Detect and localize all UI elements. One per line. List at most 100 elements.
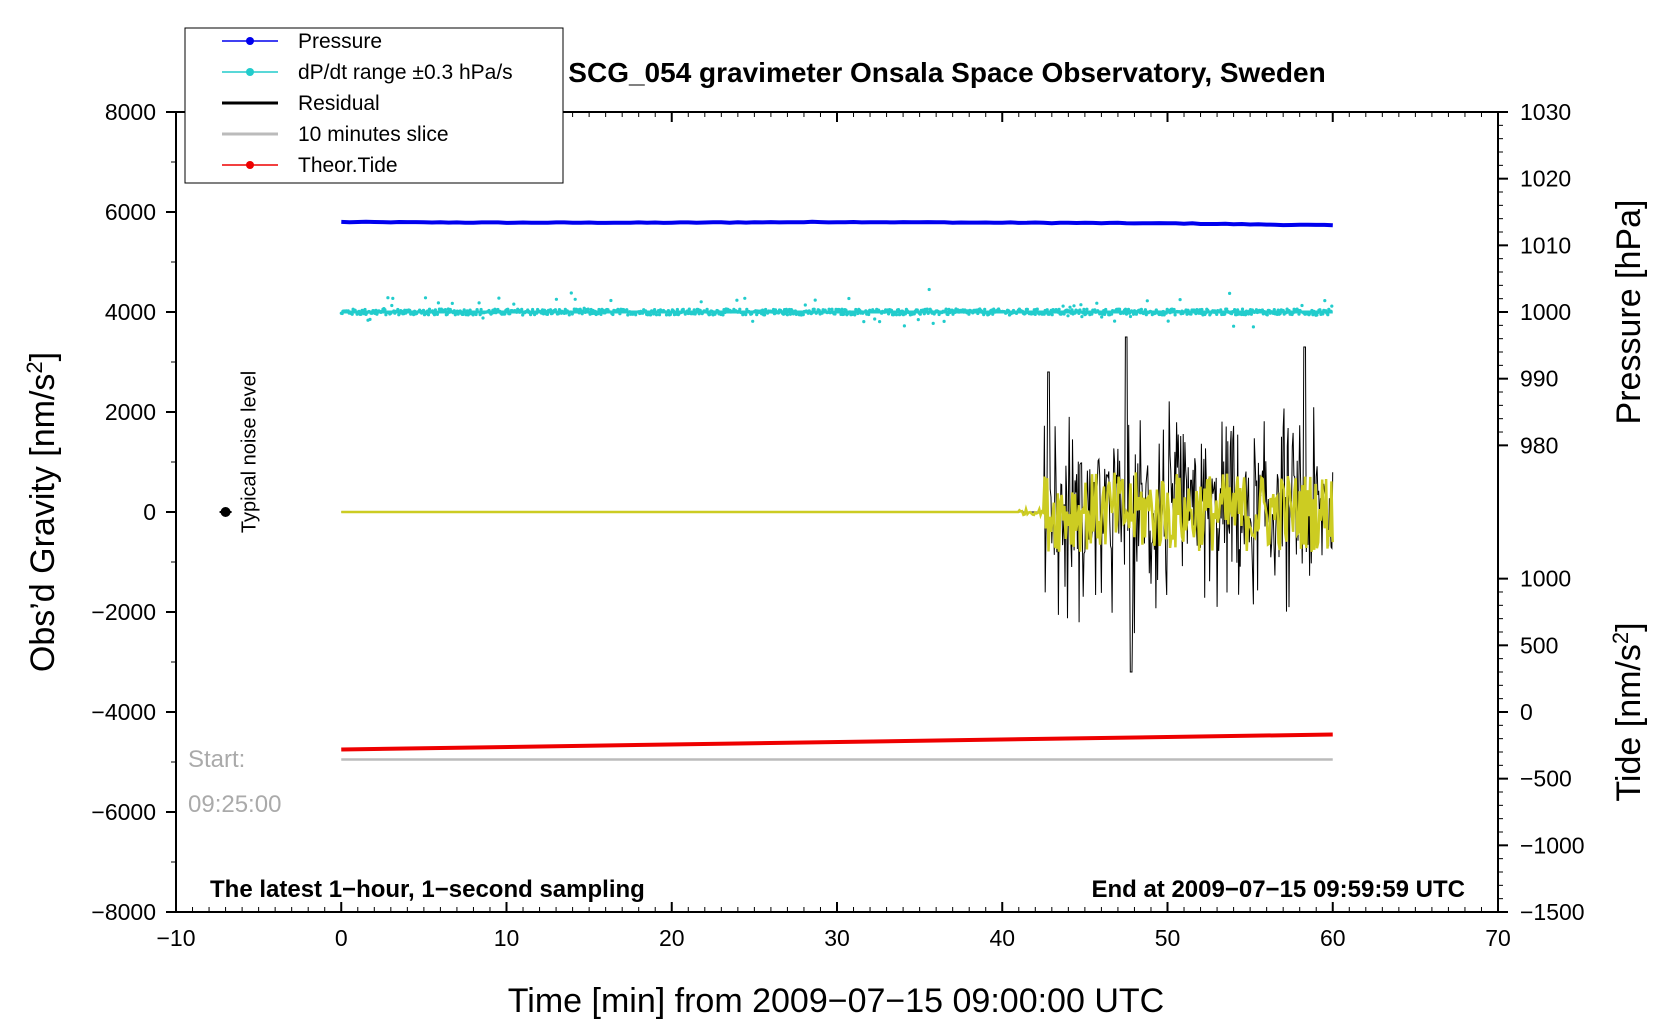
pressure-tick-label: 990 [1520,366,1558,392]
dpdt-point [368,317,372,321]
dpdt-point [705,307,709,311]
dpdt-point [878,320,882,324]
y-left-tick-label: 0 [143,499,156,525]
dpdt-point [599,312,603,316]
dpdt-point [853,313,857,317]
dpdt-point [925,307,929,311]
dpdt-point [1144,313,1148,317]
x-axis-title: Time [min] from 2009−07−15 09:00:00 UTC [508,982,1164,1020]
dpdt-point [1326,313,1330,317]
dpdt-point [653,308,657,312]
dpdt-point [1103,312,1107,316]
dpdt-point [512,302,516,306]
dpdt-point [1066,314,1070,318]
dpdt-point [983,307,987,311]
dpdt-point [902,324,907,328]
y-axis-left-title-close: ] [24,352,62,361]
dpdt-point [699,300,703,304]
dpdt-point [1272,308,1276,312]
dpdt-point [763,313,767,317]
start-time: 09:25:00 [188,791,281,818]
dpdt-point [813,298,817,302]
legend-label: dP/dt range ±0.3 hPa/s [298,61,513,84]
dpdt-point [1215,312,1219,316]
y-axis-pressure: 1030 1020 1010 1000 990 980 [1498,99,1571,458]
dpdt-point [396,307,400,312]
y-axis-left-title-main: Obs’d Gravity [nm/s [24,374,62,673]
y-axis-left: 8000 6000 4000 2000 0 −2000 −4000 −6000 −8000 [91,99,176,925]
y-axis-tide-title-close: ] [1610,622,1648,631]
y-left-tick-label: 8000 [105,99,156,125]
tide-tick-label: 0 [1520,699,1533,725]
dpdt-point [1315,313,1319,317]
dpdt-point [626,313,630,317]
annotation-sampling: The latest 1−hour, 1−second sampling [210,876,645,903]
dpdt-point [1240,307,1245,311]
dpdt-point [1251,325,1255,329]
y-axis-tide: 1000 500 0 −500 −1000 −1500 [1498,566,1585,925]
dpdt-point [567,313,571,317]
legend-box [184,27,564,184]
dpdt-point [1126,307,1131,311]
dpdt-point [764,307,768,312]
dpdt-point [1173,313,1177,317]
dpdt-point [862,320,866,324]
x-tick-label: 0 [335,925,348,951]
dpdt-point [390,303,394,308]
dpdt-point [867,312,871,317]
legend-label: 10 minutes slice [298,123,449,146]
x-tick-label: 10 [494,925,520,951]
legend-marker [246,37,254,45]
dpdt-point [496,307,500,312]
dpdt-point [744,313,748,317]
dpdt-point [423,296,428,300]
x-tick-label: 70 [1485,925,1511,951]
y-left-tick-label: −6000 [91,799,156,825]
dpdt-point [1072,304,1076,308]
y-axis-tide-title-main: Tide [nm/s [1610,644,1648,801]
dpdt-point [573,297,577,301]
dpdt-point [927,287,931,292]
dpdt-scatter [339,287,1334,329]
dpdt-point [497,296,501,300]
dpdt-point [479,307,483,312]
tide-tick-label: 500 [1520,632,1558,658]
dpdt-point [461,312,465,316]
dpdt-point [1118,307,1122,311]
dpdt-point [916,318,920,322]
tide-tick-label: −1500 [1520,899,1585,925]
theor-tide-line [341,732,1333,752]
dpdt-point [738,307,742,311]
dpdt-point [657,313,662,317]
dpdt-point [1195,308,1199,312]
dpdt-point [654,313,659,317]
x-axis: −10 0 10 20 30 40 50 60 70 [156,112,1511,951]
dpdt-point [1330,304,1334,308]
legend-label: Pressure [298,30,382,53]
dpdt-point [896,308,901,312]
dpdt-point [1035,307,1039,311]
dpdt-point [751,319,755,323]
dpdt-point [873,317,877,321]
dpdt-point [443,308,447,312]
dpdt-point [755,313,759,317]
dpdt-point [664,313,669,317]
dpdt-point [1145,299,1149,303]
y-left-tick-label: −4000 [91,699,156,725]
legend-label: Theor.Tide [298,154,398,177]
dpdt-point [830,307,834,311]
start-label: Start: [188,746,245,773]
dpdt-point [1323,299,1327,303]
dpdt-point [363,307,367,312]
dpdt-point [1113,319,1117,323]
pressure-line [341,219,1333,228]
y-left-tick-label: 4000 [105,299,156,325]
legend: Pressure dP/dt range ±0.3 hPa/s Residual 10… [184,27,564,184]
pressure-tick-label: 1030 [1520,99,1571,125]
dpdt-point [721,313,725,317]
dpdt-point [1082,307,1086,311]
dpdt-point [1300,303,1304,308]
dpdt-point [1265,313,1269,317]
dpdt-point [436,301,440,305]
